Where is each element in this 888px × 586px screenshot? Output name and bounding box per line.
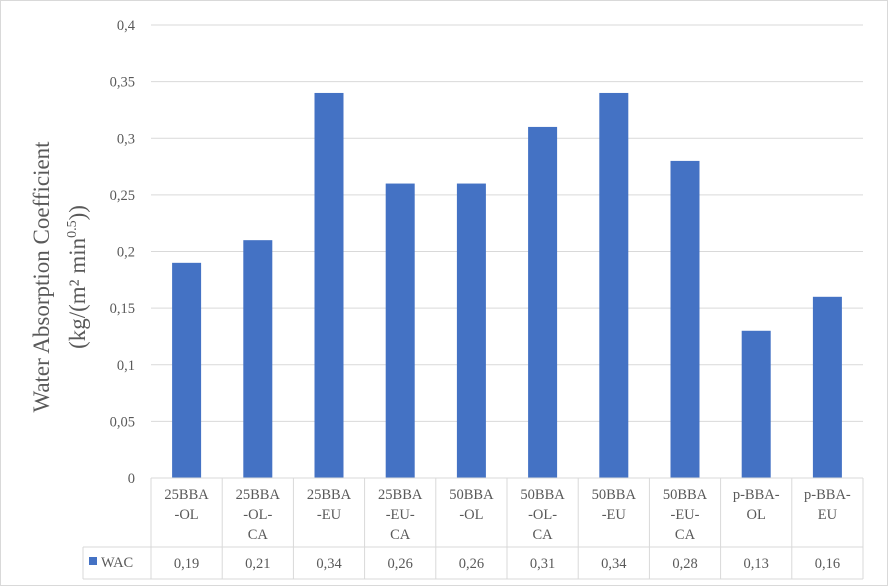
x-category-label: 25BBA — [164, 487, 209, 503]
x-category-label: CA — [248, 527, 269, 543]
data-table-value: 0,26 — [459, 556, 484, 572]
y-axis-title-superscript: 0.5 — [65, 220, 80, 238]
y-tick-label: 0,2 — [117, 245, 135, 261]
x-category-label: p-BBA- — [804, 487, 851, 503]
y-axis-title: Water Absorption Coefficient (kg/(m² min… — [29, 141, 90, 413]
data-table-value: 0,13 — [744, 556, 769, 572]
data-table-value: 0,16 — [815, 556, 840, 572]
y-tick-label: 0,4 — [117, 18, 136, 34]
x-category-label: OL — [747, 507, 766, 523]
bar — [314, 92, 344, 478]
y-tick-label: 0,15 — [110, 301, 135, 317]
data-table-value: 0,21 — [245, 556, 270, 572]
bar — [599, 92, 629, 478]
y-axis-title-line2-prefix: (kg/(m² min — [65, 237, 90, 349]
bar — [456, 183, 486, 479]
data-table-value: 0,34 — [601, 556, 627, 572]
legend-series-name: WAC — [101, 555, 133, 571]
y-tick-label: 0,1 — [117, 358, 135, 374]
bar — [528, 126, 558, 479]
x-category-label: 25BBA — [236, 487, 281, 503]
x-category-label: 25BBA — [378, 487, 423, 503]
x-category-label: -OL — [459, 507, 483, 523]
data-table-value: 0,28 — [672, 556, 697, 572]
x-category-label: -OL — [175, 507, 199, 523]
y-tick-label: 0 — [128, 471, 135, 487]
x-category-label: 25BBA — [307, 487, 352, 503]
bar — [670, 160, 700, 478]
bar — [385, 183, 415, 479]
data-table-value: 0,26 — [388, 556, 413, 572]
y-axis-ticks: 0 0,05 0,1 0,15 0,2 0,25 0,3 0,35 0,4 — [110, 18, 136, 487]
bar — [741, 330, 771, 478]
x-category-label: 50BBA — [592, 487, 637, 503]
bar — [172, 262, 202, 478]
x-category-label: -EU- — [671, 507, 700, 523]
y-axis-title-line2-suffix: )) — [65, 205, 90, 220]
y-tick-label: 0,25 — [110, 188, 135, 204]
x-category-label: EU — [818, 507, 838, 523]
x-category-label: 50BBA — [449, 487, 494, 503]
data-table-value: 0,31 — [530, 556, 555, 572]
x-category-label: CA — [390, 527, 411, 543]
y-tick-label: 0,05 — [110, 414, 135, 430]
bar — [812, 296, 842, 478]
x-category-label: CA — [533, 527, 554, 543]
y-tick-label: 0,3 — [117, 131, 135, 147]
bar — [243, 240, 273, 478]
x-category-label: p-BBA- — [733, 487, 780, 503]
legend-key — [89, 557, 97, 565]
x-category-label: -OL- — [528, 507, 557, 523]
x-category-label: -EU — [317, 507, 342, 523]
y-axis-title-line2: (kg/(m² min0.5)) — [65, 205, 90, 349]
data-table-value: 0,34 — [316, 556, 342, 572]
data-table-value: 0,19 — [174, 556, 199, 572]
bars — [172, 92, 842, 479]
x-category-label: 50BBA — [663, 487, 708, 503]
x-category-label: -OL- — [243, 507, 272, 523]
data-table: 25BBA -OL 25BBA -OL- CA 25BBA -EU 25BBA -EU- CA 50… — [82, 477, 864, 580]
y-axis-title-line1: Water Absorption Coefficient — [29, 141, 54, 413]
x-category-label: 50BBA — [520, 487, 565, 503]
y-tick-label: 0,35 — [110, 75, 135, 91]
x-category-label: -EU — [602, 507, 627, 523]
x-category-label: CA — [675, 527, 696, 543]
x-category-label: -EU- — [386, 507, 415, 523]
